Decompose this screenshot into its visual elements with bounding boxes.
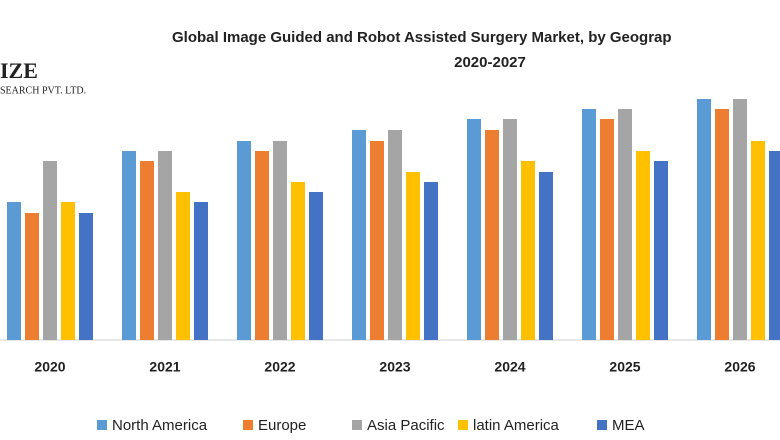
- chart-title: Global Image Guided and Robot Assisted S…: [172, 29, 672, 46]
- legend-swatch: [597, 420, 607, 430]
- bar: [176, 192, 190, 340]
- x-tick-label: 2023: [379, 359, 410, 375]
- legend-label: latin America: [473, 417, 560, 434]
- bar: [733, 99, 747, 340]
- bar: [309, 192, 323, 340]
- x-tick-label: 2022: [264, 359, 295, 375]
- bar: [406, 172, 420, 340]
- bar: [697, 99, 711, 340]
- legend-swatch: [97, 420, 107, 430]
- bar: [751, 141, 765, 340]
- legend-label: Europe: [258, 417, 306, 434]
- bar: [122, 151, 136, 340]
- bar: [521, 161, 535, 340]
- bar: [503, 119, 517, 340]
- bar: [79, 213, 93, 340]
- bar: [769, 151, 780, 340]
- bar: [43, 161, 57, 340]
- bar: [467, 119, 481, 340]
- logo-tagline: SEARCH PVT. LTD.: [0, 85, 86, 96]
- legend-swatch: [352, 420, 362, 430]
- bar: [61, 202, 75, 340]
- bar: [140, 161, 154, 340]
- bar: [715, 109, 729, 340]
- bar: [370, 141, 384, 340]
- x-tick-label: 2020: [34, 359, 65, 375]
- bar: [485, 130, 499, 340]
- bar: [636, 151, 650, 340]
- bar: [600, 119, 614, 340]
- bar: [388, 130, 402, 340]
- x-tick-label: 2024: [494, 359, 525, 375]
- bar: [424, 182, 438, 340]
- bar: [654, 161, 668, 340]
- legend-label: Asia Pacific: [367, 417, 445, 434]
- bar: [7, 202, 21, 340]
- bar: [194, 202, 208, 340]
- bar: [291, 182, 305, 340]
- x-tick-label: 2026: [724, 359, 755, 375]
- legend-label: North America: [112, 417, 208, 434]
- bar: [582, 109, 596, 340]
- bar: [25, 213, 39, 340]
- x-tick-label: 2021: [149, 359, 180, 375]
- legend-swatch: [458, 420, 468, 430]
- legend-label: MEA: [612, 417, 645, 434]
- x-tick-label: 2025: [609, 359, 640, 375]
- legend-swatch: [243, 420, 253, 430]
- logo-name: IZE: [0, 58, 38, 83]
- bar: [255, 151, 269, 340]
- chart-subtitle: 2020-2027: [454, 54, 526, 71]
- bar: [539, 172, 553, 340]
- bar: [237, 141, 251, 340]
- bar: [618, 109, 632, 340]
- bar: [273, 141, 287, 340]
- bar: [158, 151, 172, 340]
- bar: [352, 130, 366, 340]
